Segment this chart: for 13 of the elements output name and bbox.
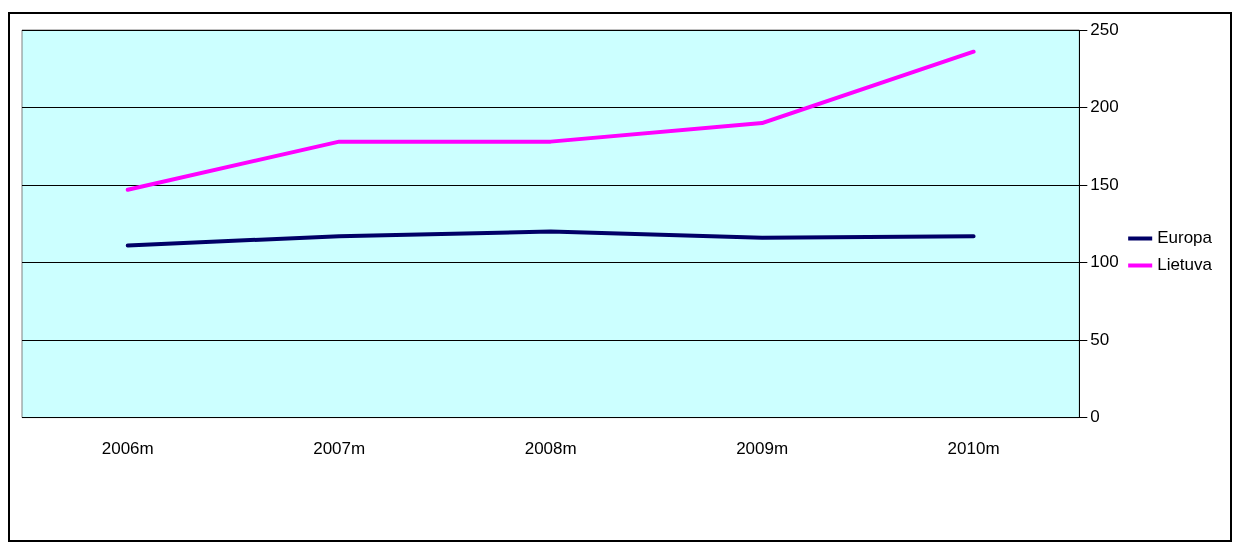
- x-tick-label: 2007m: [313, 439, 366, 459]
- y-tick-label: 50: [1090, 329, 1110, 349]
- y-tick-label: 200: [1090, 97, 1119, 117]
- y-tick-label: 250: [1090, 19, 1119, 39]
- y-tick-label: 100: [1090, 252, 1119, 272]
- legend-label: Lietuva: [1157, 255, 1213, 275]
- x-tick-label: 2008m: [524, 439, 577, 459]
- y-tick-label: 0: [1090, 407, 1100, 427]
- x-tick-label: 2009m: [736, 439, 789, 459]
- legend-label: Europa: [1157, 228, 1213, 248]
- x-tick-label: 2010m: [947, 439, 1000, 459]
- y-tick-label: 150: [1090, 174, 1119, 194]
- x-tick-label: 2006m: [101, 439, 154, 459]
